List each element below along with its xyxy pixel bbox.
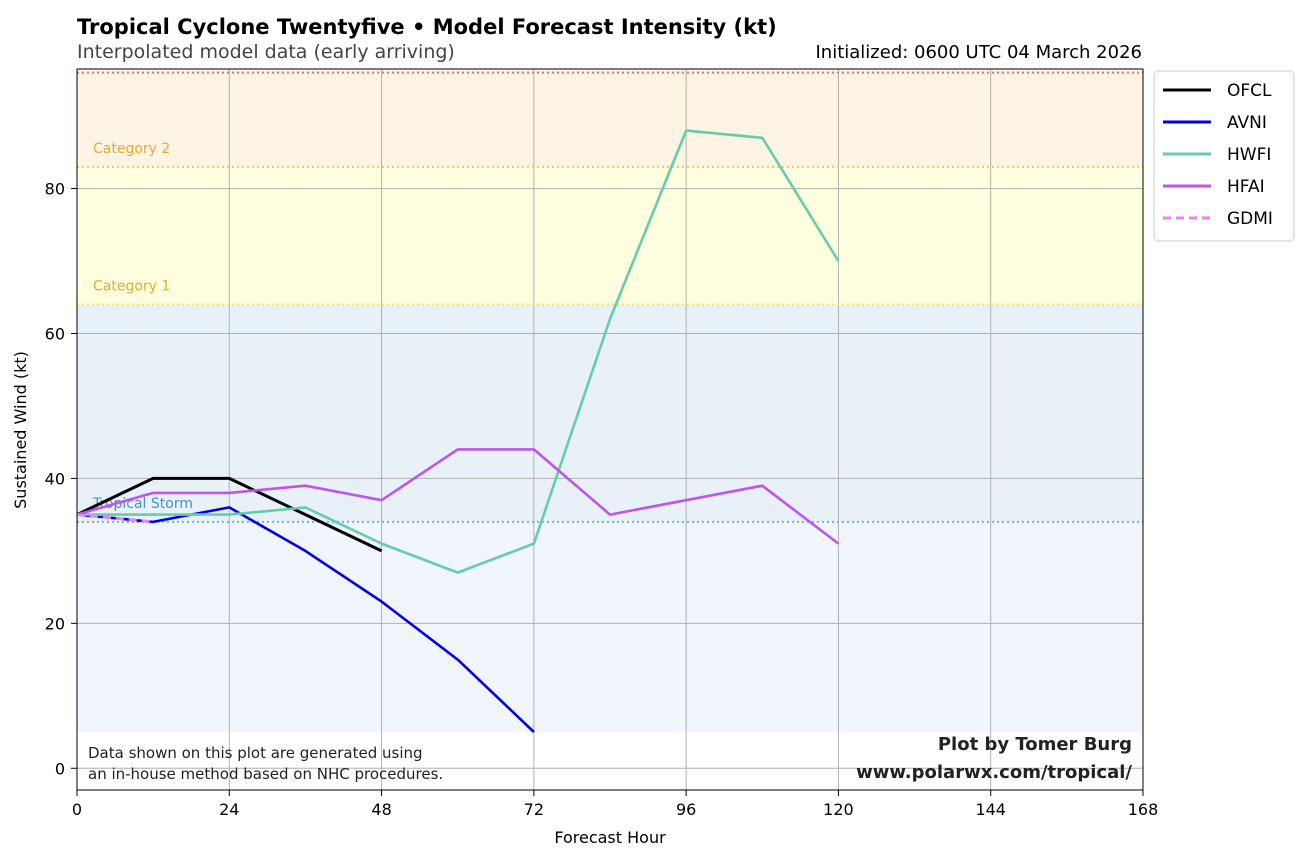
x-tick-label: 144 — [975, 800, 1006, 819]
x-tick-label: 96 — [676, 800, 696, 819]
category-label-2: Category 1 — [93, 279, 170, 295]
footnote-line-2: an in-house method based on NHC procedur… — [88, 765, 443, 783]
band-0 — [77, 521, 1143, 733]
x-tick-label: 48 — [371, 800, 391, 819]
x-tick-label: 120 — [823, 800, 854, 819]
series-hwfi — [77, 129, 840, 574]
y-axis-label: Sustained Wind (kt) — [11, 351, 30, 509]
band-3 — [77, 72, 1143, 167]
legend-box — [1153, 70, 1295, 242]
y-tick-label: 40 — [45, 469, 65, 488]
y-axis-ticks: 0 20 40 60 80 — [45, 180, 77, 778]
y-tick-label: 20 — [45, 614, 65, 633]
category-label-1: Tropical Storm — [92, 496, 193, 512]
band-4 — [77, 69, 1143, 73]
series-hfai — [77, 448, 840, 545]
series-ofcl — [77, 476, 383, 553]
x-axis-ticks: 0 24 48 72 96 120 144 168 — [72, 790, 1158, 819]
legend-label-hfai: HFAI — [1227, 177, 1265, 197]
x-tick-label: 0 — [72, 800, 82, 819]
chart-subtitle: Interpolated model data (early arriving) — [77, 41, 455, 63]
credit-url: www.polarwx.com/tropical/ — [856, 762, 1132, 783]
legend-label-avni: AVNI — [1227, 113, 1267, 133]
legend-label-ofcl: OFCL — [1227, 81, 1272, 101]
category-label-3: Category 2 — [93, 141, 170, 157]
legend: OFCL AVNI HWFI HFAI GDMI — [1153, 70, 1295, 242]
initialized-time: Initialized: 0600 UTC 04 March 2026 — [815, 42, 1142, 63]
x-tick-label: 72 — [524, 800, 544, 819]
band-1 — [77, 304, 1143, 522]
intensity-bands — [77, 69, 1143, 733]
grid-lines — [77, 69, 1143, 790]
series-avni — [77, 506, 535, 733]
y-tick-label: 80 — [45, 180, 65, 199]
y-tick-label: 0 — [55, 759, 65, 778]
legend-label-gdmi: GDMI — [1227, 209, 1273, 229]
y-tick-label: 60 — [45, 324, 65, 343]
plot-frame — [76, 68, 1144, 791]
category-labels: Tropical Storm Category 1 Category 2 — [92, 141, 193, 512]
credit-author: Plot by Tomer Burg — [938, 734, 1132, 755]
series-lines — [77, 129, 840, 733]
band-2 — [77, 166, 1143, 305]
chart-title: Tropical Cyclone Twentyfive • Model Fore… — [77, 15, 777, 39]
footnote-line-1: Data shown on this plot are generated us… — [88, 744, 423, 762]
x-tick-label: 168 — [1128, 800, 1159, 819]
legend-label-hwfi: HWFI — [1227, 145, 1271, 165]
x-tick-label: 24 — [219, 800, 239, 819]
x-axis-label: Forecast Hour — [554, 828, 666, 847]
